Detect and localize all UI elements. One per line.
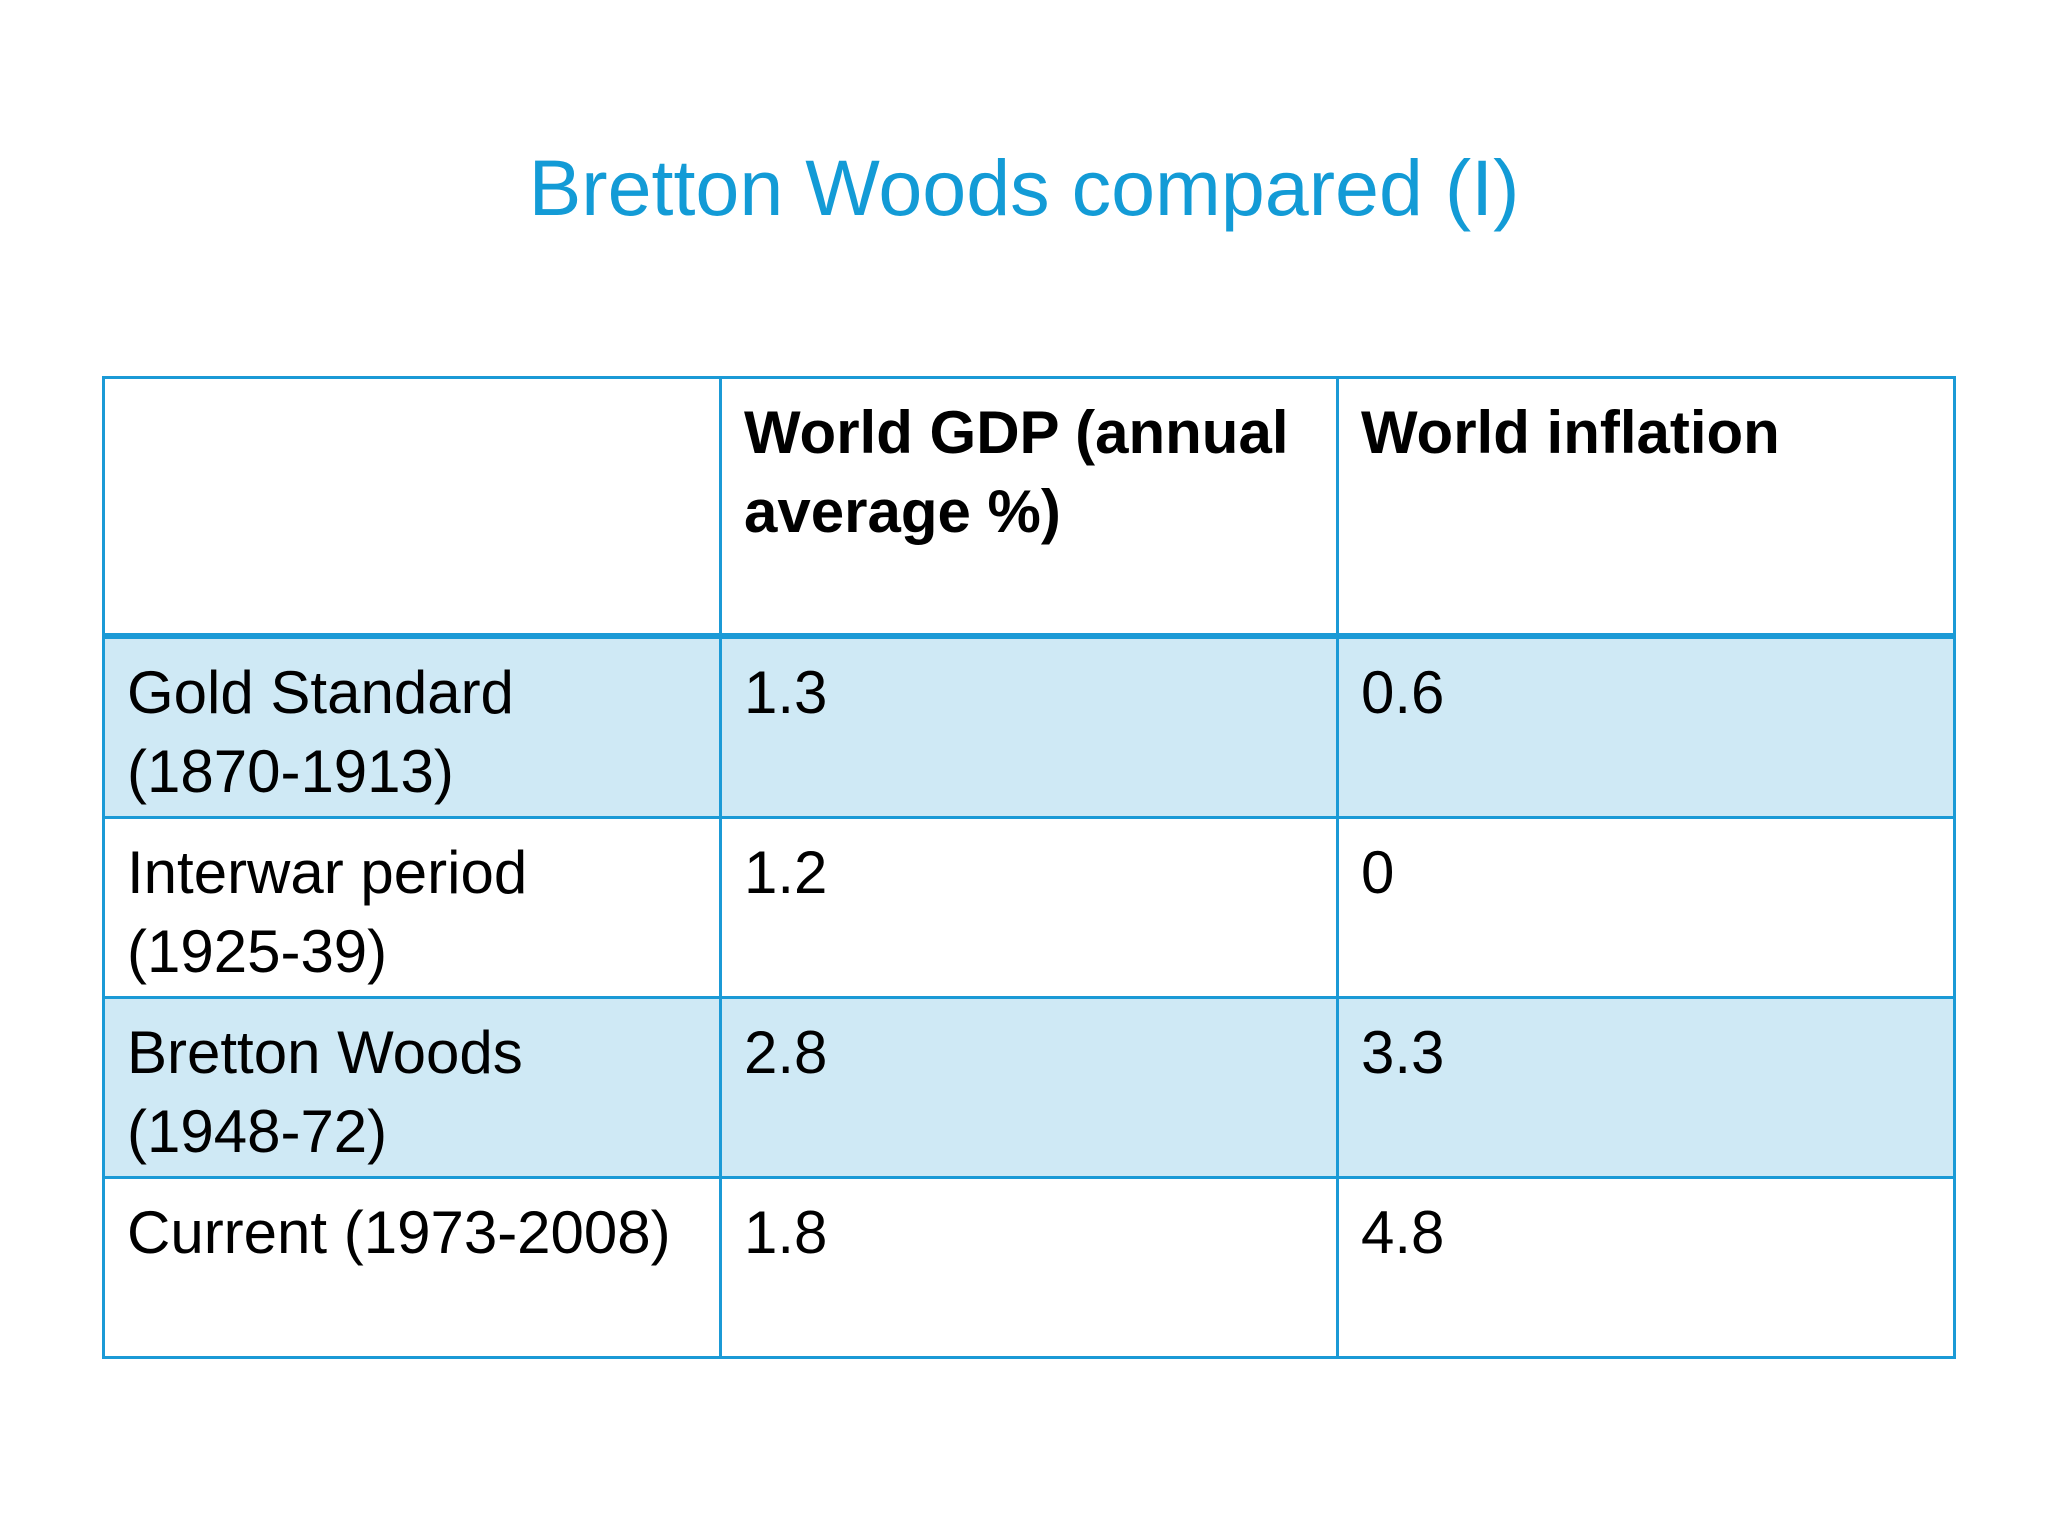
gdp-cell: 1.8 — [719, 1176, 1339, 1359]
inflation-cell: 0 — [1336, 816, 1956, 999]
table-row: Bretton Woods (1948-72) 2.8 3.3 — [102, 996, 1956, 1179]
header-period — [102, 376, 722, 638]
header-world-gdp: World GDP (annual average %) — [719, 376, 1339, 638]
slide-title: Bretton Woods compared (I) — [528, 143, 1520, 232]
gdp-cell: 1.3 — [719, 634, 1339, 819]
table-row: Current (1973-2008) 1.8 4.8 — [102, 1176, 1956, 1359]
table-row: Interwar period (1925-39) 1.2 0 — [102, 816, 1956, 999]
table-row: Gold Standard (1870-1913) 1.3 0.6 — [102, 634, 1956, 819]
header-world-inflation: World inflation — [1336, 376, 1956, 638]
gdp-cell: 1.2 — [719, 816, 1339, 999]
period-cell: Interwar period (1925-39) — [102, 816, 722, 999]
comparison-table: World GDP (annual average %) World infla… — [102, 376, 1956, 1359]
inflation-cell: 3.3 — [1336, 996, 1956, 1179]
inflation-cell: 0.6 — [1336, 634, 1956, 819]
gdp-cell: 2.8 — [719, 996, 1339, 1179]
table-header-row: World GDP (annual average %) World infla… — [102, 376, 1956, 638]
period-cell: Gold Standard (1870-1913) — [102, 634, 722, 819]
inflation-cell: 4.8 — [1336, 1176, 1956, 1359]
period-cell: Current (1973-2008) — [102, 1176, 722, 1359]
period-cell: Bretton Woods (1948-72) — [102, 996, 722, 1179]
